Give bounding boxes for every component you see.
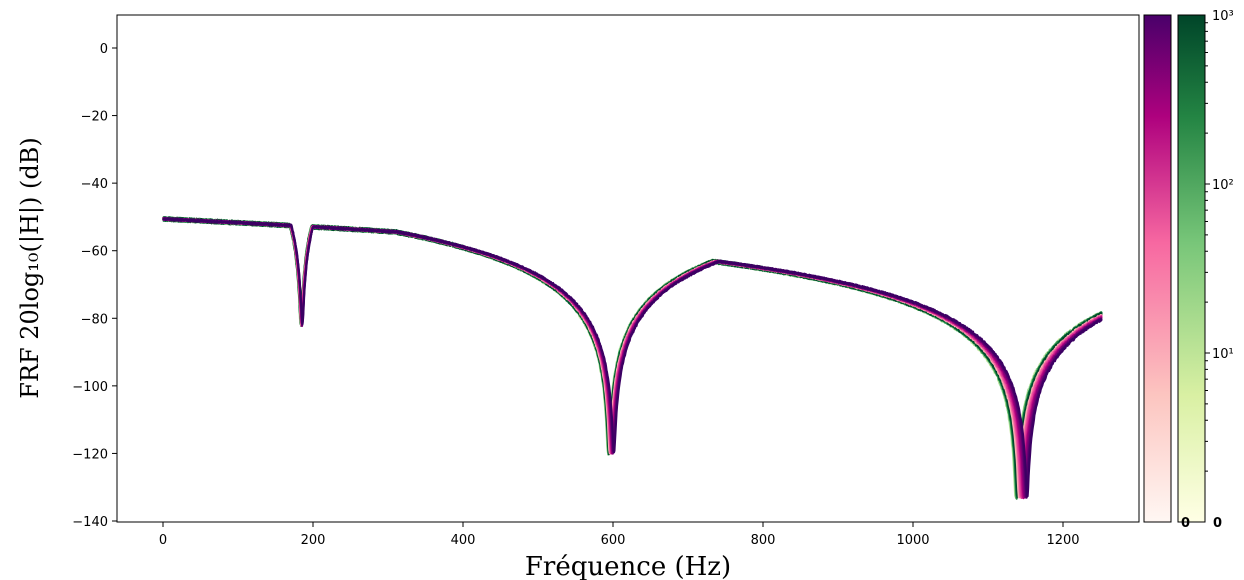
frf-series-pink: [162, 217, 1103, 498]
frf-series-pink: [162, 217, 1103, 499]
y-tick-label: −120: [72, 447, 108, 462]
series-lines: [162, 216, 1103, 500]
x-tick-label: 0: [159, 533, 167, 548]
frf-series-green: [162, 216, 1103, 499]
colorbar-tick-label: 10¹: [1212, 347, 1234, 362]
x-axis-title: Fréquence (Hz): [525, 552, 731, 580]
colorbar-ylgn: [1177, 14, 1206, 523]
x-axis: 0 200 400 600 800 1000 1200: [159, 522, 1080, 548]
y-tick-label: 0: [100, 42, 108, 57]
colorbar-ticks: 10¹ 10² 10³: [1205, 9, 1234, 472]
x-tick-label: 200: [301, 533, 326, 548]
frf-series-green: [162, 216, 1103, 498]
y-tick-label: −100: [72, 380, 108, 395]
frf-series-pink: [162, 217, 1103, 498]
colorbar-tick-label: 10³: [1212, 9, 1234, 24]
frf-series-pink: [162, 217, 1103, 499]
colorbar-ylgn-zero-label: 0: [1213, 516, 1222, 531]
frf-series-green: [162, 216, 1103, 498]
colorbar-tick-label: 10²: [1212, 178, 1234, 193]
colorbar-rdpu: [1143, 14, 1172, 523]
x-tick-label: 600: [601, 533, 626, 548]
y-tick-label: −40: [81, 177, 108, 192]
frf-series-green: [162, 216, 1103, 498]
y-tick-label: −60: [81, 245, 108, 260]
y-tick-label: −140: [72, 515, 108, 530]
frf-series-green: [162, 216, 1103, 499]
y-tick-label: −20: [81, 110, 108, 125]
frf-series-pink: [162, 217, 1103, 500]
frf-series-pink: [162, 217, 1103, 498]
plot-frame: [116, 14, 1140, 523]
x-tick-label: 1200: [1046, 533, 1079, 548]
frf-series-pink: [162, 217, 1103, 498]
x-tick-label: 800: [751, 533, 776, 548]
x-tick-label: 1000: [896, 533, 929, 548]
frf-series-pink: [162, 217, 1103, 499]
frf-series-green: [162, 216, 1103, 500]
frf-series-green: [162, 216, 1103, 497]
y-tick-label: −80: [81, 312, 108, 327]
frf-series-pink: [162, 217, 1103, 499]
frf-series-green: [162, 216, 1103, 498]
x-tick-label: 400: [451, 533, 476, 548]
y-axis: 0 −20 −40 −60 −80 −100 −120 −140: [72, 42, 117, 530]
frf-series-pink: [162, 217, 1103, 499]
colorbar-rdpu-zero-label: 0: [1181, 516, 1190, 531]
frf-series-pink: [162, 217, 1103, 499]
frf-series-pink: [162, 217, 1103, 498]
y-axis-title: FRF 20log₁₀(|H|) (dB): [16, 137, 45, 398]
